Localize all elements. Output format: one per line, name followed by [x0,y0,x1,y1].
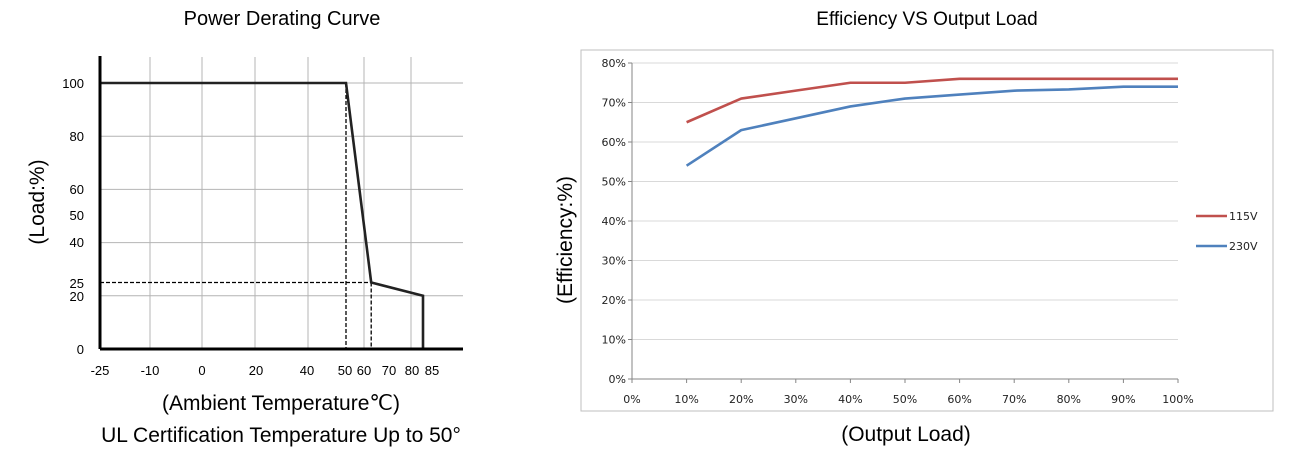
efficiency-axes [628,62,1179,383]
derating-axes [98,56,463,351]
derating-series [100,81,425,349]
efficiency-x-tick-label: 60% [947,393,971,406]
efficiency-series [685,77,1178,167]
derating-x-tick-label: 80 [405,363,419,378]
derating-y-tick-label: 60 [70,182,84,197]
efficiency-y-tick-label: 80% [602,57,626,70]
derating-grid [100,57,463,349]
derating-y-axis-label: (Load:%) [26,159,49,244]
derating-x-tick-label: 60 [357,363,371,378]
efficiency-x-tick-label: 30% [784,393,808,406]
efficiency-plot-frame [580,49,1274,412]
derating-curve [100,81,425,349]
efficiency-y-tick-label: 30% [602,255,626,268]
efficiency-y-tick-label: 20% [602,294,626,307]
derating-x-tick-label: -25 [91,363,110,378]
derating-title: Power Derating Curve [184,8,381,30]
efficiency-series-line-115V [686,77,1178,124]
derating-x-tick-label: 0 [198,363,205,378]
efficiency-chart: Efficiency VS Output Load 0% 10% 20% 30% 40%… [554,9,1274,446]
legend-label-230V: 230V [1229,240,1258,253]
efficiency-x-tick-label: 70% [1002,393,1026,406]
efficiency-y-axis-label: (Efficiency:%) [554,176,577,304]
efficiency-grid [632,62,1178,340]
derating-x-ticks: -25 -10 0 20 40 50 60 70 80 85 [91,363,440,378]
derating-y-tick-label: 40 [70,235,84,250]
derating-y-tick-label: 25 [70,276,84,291]
efficiency-y-tick-label: 0% [609,373,626,386]
efficiency-y-tick-label: 10% [602,334,626,347]
derating-y-tick-label: 100 [62,76,84,91]
efficiency-series-line-230V [685,85,1178,167]
derating-x-tick-label: 70 [382,363,396,378]
efficiency-y-tick-label: 50% [602,176,626,189]
derating-y-tick-label: 50 [70,208,84,223]
derating-y-tick-label: 20 [70,289,84,304]
derating-x-tick-label: 50 [338,363,352,378]
derating-reference-lines [100,83,372,349]
efficiency-x-tick-label: 20% [729,393,753,406]
derating-x-tick-label: 20 [249,363,263,378]
derating-subtitle: UL Certification Temperature Up to 50° [101,424,461,447]
efficiency-legend: 115V 230V [1196,210,1258,253]
efficiency-x-tick-label: 0% [623,393,640,406]
efficiency-x-tick-label: 40% [838,393,862,406]
efficiency-title: Efficiency VS Output Load [816,9,1037,30]
efficiency-y-ticks: 0% 10% 20% 30% 40% 50% 60% 70% 80% [602,57,626,386]
efficiency-x-tick-label: 10% [674,393,698,406]
derating-x-tick-label: 40 [300,363,314,378]
legend-label-115V: 115V [1229,210,1258,223]
derating-x-tick-label: -10 [141,363,160,378]
derating-x-tick-label: 85 [425,363,439,378]
derating-x-axis-label: (Ambient Temperature℃) [162,392,400,415]
efficiency-y-tick-label: 40% [602,215,626,228]
efficiency-x-tick-label: 90% [1111,393,1135,406]
efficiency-y-tick-label: 60% [602,136,626,149]
efficiency-x-tick-label: 80% [1057,393,1081,406]
derating-chart: Power Derating Curve -25 -10 0 20 40 50 60 70 80… [26,8,463,447]
efficiency-x-tick-label: 100% [1162,393,1193,406]
efficiency-x-axis-label: (Output Load) [841,423,971,446]
efficiency-x-tick-label: 50% [893,393,917,406]
derating-y-tick-label: 80 [70,129,84,144]
efficiency-y-tick-label: 70% [602,97,626,110]
derating-y-tick-label: 0 [77,342,84,357]
efficiency-x-ticks: 0% 10% 20% 30% 40% 50% 60% 70% 80% 90% 100% [623,393,1193,406]
